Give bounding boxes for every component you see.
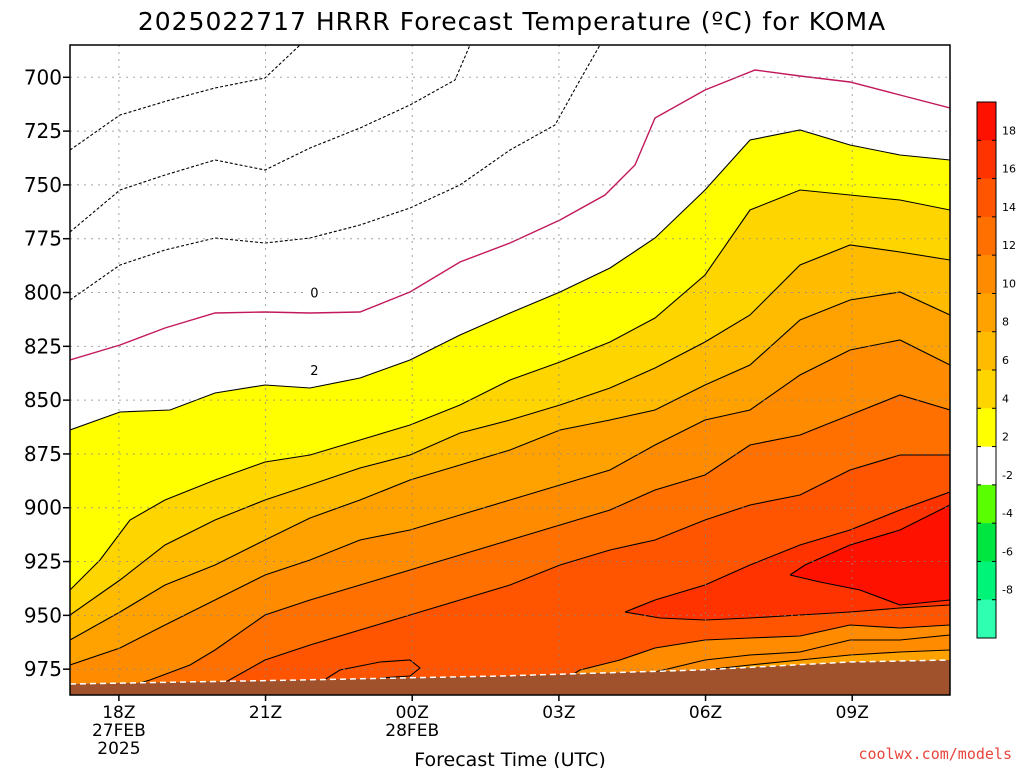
colorbar-label: 16 (1002, 163, 1016, 176)
ground-line (70, 659, 950, 685)
colorbar-label: -8 (1002, 584, 1013, 597)
colorbar-label: 4 (1002, 392, 1009, 405)
isotherm-0 (70, 69, 950, 361)
x-tick-label: 21Z (249, 703, 282, 723)
colorbar-swatch (977, 523, 996, 562)
isotherm-surface-a (539, 624, 950, 695)
band-14-to-16 (200, 455, 950, 695)
colorbar-swatch (977, 561, 996, 601)
isotherm-warm-pocket (299, 659, 421, 695)
y-tick-label: 800 (24, 281, 62, 305)
colorbar-swatch (977, 255, 996, 294)
isotherm-8 (70, 291, 950, 641)
colorbar-swatch (977, 331, 996, 371)
y-tick-label: 900 (24, 496, 62, 520)
y-tick-label: 875 (24, 442, 62, 466)
x-tick-label: 28FEB (385, 721, 439, 741)
isotherm-6 (70, 244, 950, 616)
colorbar-label: -6 (1002, 545, 1013, 558)
colorbar-label: -4 (1002, 507, 1013, 520)
colorbar-swatch (977, 293, 996, 333)
plot-area (70, 45, 950, 695)
colorbar-swatch (977, 178, 996, 218)
band-minus2-to-2 (70, 45, 950, 695)
x-tick-label: 2025 (97, 739, 140, 759)
isotherm-surface-b (619, 634, 950, 695)
chart-title: 2025022717 HRRR Forecast Temperature (ºC… (138, 7, 886, 36)
x-tick-label: 18Z (102, 703, 135, 723)
isotherm-16 (624, 491, 950, 621)
colorbar-label: 18 (1002, 124, 1016, 137)
plot-frame (69, 44, 951, 696)
isotherm-18 (789, 504, 950, 606)
contour-label: 2 (310, 364, 318, 379)
isotherm-minus8 (70, 45, 301, 151)
isotherm-minus4 (70, 45, 601, 301)
x-tick-label: 09Z (836, 703, 869, 723)
contour-label-bg (306, 284, 323, 301)
colorbar-label: 12 (1002, 239, 1016, 252)
x-tick-label: 03Z (542, 703, 575, 723)
colorbar-swatch (977, 599, 996, 639)
colorbar: 18 16 14 12 10 8 6 4 2 -2 -4 -6 -8 (976, 101, 1016, 639)
y-tick-label: 700 (24, 65, 62, 89)
isotherm-4 (70, 189, 950, 591)
colorbar-swatch (977, 446, 996, 486)
isotherm-12 (99, 394, 950, 695)
contour-lines (70, 45, 950, 695)
band-gt-18 (790, 505, 950, 605)
y-axis: 700 725 750 775 800 825 850 875 900 925 950 975 (24, 65, 70, 681)
isotherm-14 (199, 454, 950, 695)
y-tick-label: 950 (24, 603, 62, 627)
colorbar-label: 8 (1002, 316, 1009, 329)
x-tick-label: 00Z (396, 703, 429, 723)
colorbar-swatch (977, 140, 996, 180)
colorbar-swatch (977, 216, 996, 256)
colorbar-swatch (977, 408, 996, 448)
y-tick-label: 925 (24, 550, 62, 574)
colorbar-label: 14 (1002, 201, 1016, 214)
colorbar-swatch (977, 370, 996, 409)
x-tick-label: 06Z (689, 703, 722, 723)
y-tick-label: 725 (24, 119, 62, 143)
x-axis-label: Forecast Time (UTC) (414, 749, 605, 768)
contour-labels: 02 (306, 284, 323, 379)
y-tick-label: 775 (24, 227, 62, 251)
colorbar-label: -2 (1002, 469, 1013, 482)
colorbar-label: 6 (1002, 354, 1009, 367)
y-tick-label: 825 (24, 334, 62, 358)
colorbar-label: 2 (1002, 431, 1009, 444)
x-tick-label: 27FEB (92, 721, 146, 741)
contour-label: 0 (310, 287, 318, 302)
colorbar-swatch (977, 102, 996, 141)
credit-text: coolwx.com/models (858, 745, 1012, 763)
isotherm-minus6 (70, 45, 471, 233)
colorbar-swatch (977, 484, 996, 524)
y-tick-label: 975 (24, 657, 62, 681)
isotherm-10 (70, 339, 950, 666)
y-tick-label: 850 (24, 388, 62, 412)
isotherm-2 (70, 129, 950, 431)
colorbar-label: 10 (1002, 277, 1016, 290)
y-tick-label: 750 (24, 173, 62, 197)
